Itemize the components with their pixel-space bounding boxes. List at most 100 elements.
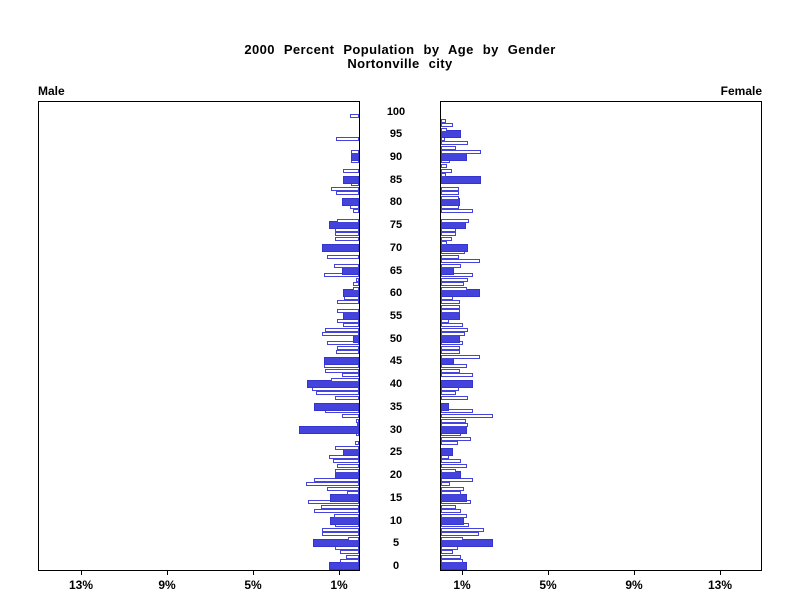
percent-tick-label: 9% — [158, 578, 176, 592]
male-age-bar — [331, 377, 359, 382]
female-age-bar — [441, 527, 484, 532]
male-age-bar — [314, 509, 359, 514]
male-age-bar — [340, 550, 359, 555]
female-age-bar — [441, 414, 493, 418]
male-age-bar — [343, 323, 359, 328]
male-age-bar — [313, 539, 359, 548]
male-age-bar — [342, 414, 359, 418]
male-age-bar — [346, 554, 359, 559]
male-age-bar — [343, 289, 359, 298]
female-age-bar — [441, 232, 456, 237]
female-age-bar — [441, 554, 461, 559]
male-age-bar — [324, 273, 359, 278]
male-age-bar — [335, 468, 359, 473]
female-age-bar — [441, 354, 480, 359]
male-age-bar — [356, 418, 359, 423]
female-age-bar — [441, 468, 456, 473]
male-age-bar — [325, 368, 359, 373]
age-tick-label: 75 — [389, 219, 403, 232]
female-age-bar — [441, 273, 473, 278]
male-age-bar — [322, 243, 359, 252]
age-tick-label: 95 — [389, 128, 403, 141]
male-panel-label: Male — [38, 84, 65, 98]
age-tick-label: 10 — [389, 514, 403, 527]
male-age-bar — [336, 136, 359, 141]
male-age-bar — [343, 175, 359, 184]
female-age-bar — [441, 209, 473, 214]
female-age-bar — [441, 145, 456, 150]
male-age-bar — [306, 482, 359, 487]
male-age-bar — [334, 514, 359, 518]
female-age-bar — [441, 254, 459, 259]
female-age-bar — [441, 332, 465, 337]
male-age-bar — [351, 150, 359, 155]
male-age-bar — [331, 186, 359, 191]
male-age-bar — [316, 391, 359, 396]
age-tick-label: 60 — [389, 287, 403, 300]
female-age-bar — [441, 441, 458, 446]
female-age-bar — [441, 282, 464, 287]
male-age-bar — [327, 254, 359, 259]
male-age-bar — [322, 532, 359, 537]
percent-axis-tick — [253, 571, 254, 575]
male-age-bar — [340, 559, 359, 564]
age-tick-label: 50 — [389, 332, 403, 345]
female-age-bar — [441, 130, 461, 139]
percent-tick-label: 5% — [244, 578, 262, 592]
female-age-bar — [441, 168, 452, 173]
age-tick-label: 70 — [389, 241, 403, 254]
female-age-bar — [441, 486, 464, 491]
percent-tick-label: 1% — [330, 578, 348, 592]
female-age-bar — [441, 173, 446, 178]
percent-tick-label: 13% — [707, 578, 733, 592]
age-tick-label: 45 — [389, 355, 403, 368]
percent-axis-tick — [634, 571, 635, 575]
age-tick-label: 30 — [389, 423, 403, 436]
female-age-bar — [441, 373, 473, 378]
male-age-bar — [355, 441, 359, 446]
female-age-bar — [441, 243, 468, 252]
age-tick-label: 25 — [389, 446, 403, 459]
male-age-bar — [327, 486, 359, 491]
male-age-bar — [353, 286, 359, 291]
female-age-bar — [441, 118, 446, 123]
female-age-bar — [441, 241, 447, 246]
male-age-bar — [335, 445, 359, 450]
male-age-bar — [347, 491, 359, 496]
female-age-bar — [441, 402, 449, 411]
female-age-bar — [441, 175, 481, 184]
percent-axis-tick — [548, 571, 549, 575]
age-tick-label: 65 — [389, 264, 403, 277]
male-age-bar — [342, 198, 359, 207]
female-age-bar — [441, 277, 468, 282]
male-age-bar — [356, 277, 359, 282]
age-tick-label: 35 — [389, 400, 403, 413]
age-tick-label: 55 — [389, 310, 403, 323]
age-tick-label: 85 — [389, 173, 403, 186]
age-tick-label: 15 — [389, 491, 403, 504]
male-age-bar — [337, 309, 359, 314]
female-age-bar — [441, 195, 459, 200]
female-panel-label: Female — [720, 84, 762, 98]
percent-tick-label: 13% — [68, 578, 94, 592]
male-age-bar — [353, 282, 359, 287]
male-age-bar — [335, 232, 359, 237]
female-age-bar — [441, 236, 452, 241]
female-age-bar — [441, 327, 468, 332]
female-age-bar — [441, 164, 447, 169]
age-tick-label: 20 — [389, 469, 403, 482]
female-age-bar — [441, 559, 463, 564]
female-age-bar — [441, 532, 479, 537]
female-age-bar — [441, 482, 450, 487]
female-age-bar — [441, 127, 447, 132]
male-age-bar — [337, 218, 359, 223]
female-age-bar — [441, 304, 460, 309]
percent-axis-tick — [339, 571, 340, 575]
female-age-bar — [441, 323, 463, 328]
male-age-bar — [357, 423, 359, 428]
male-age-bar — [322, 527, 359, 532]
percent-axis-tick — [462, 571, 463, 575]
percent-axis-tick — [167, 571, 168, 575]
age-tick-label: 40 — [389, 378, 403, 391]
age-tick-label: 5 — [392, 537, 400, 550]
